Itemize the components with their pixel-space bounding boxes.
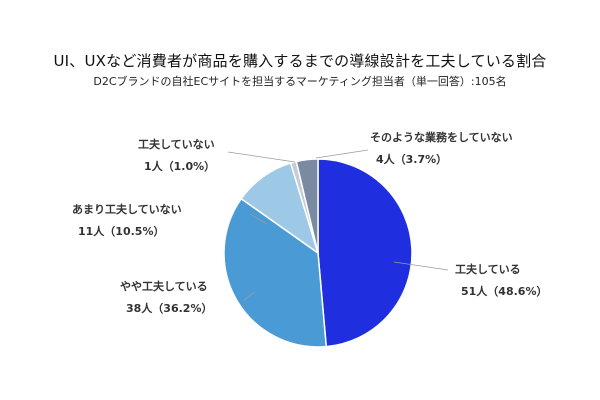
- slice-label: 工夫していない: [138, 137, 215, 151]
- slice-value-label: 51人（48.6%）: [461, 284, 547, 298]
- pie-slice: [295, 158, 319, 254]
- slice-label: あまり工夫していない: [72, 202, 182, 216]
- leader-line: [249, 213, 268, 225]
- chart-title: UI、UXなど消費者が商品を購入するまでの導線設計を工夫している割合: [53, 52, 547, 70]
- slice-label: やや工夫している: [120, 279, 208, 293]
- slice-value-label: 11人（10.5%）: [78, 224, 164, 238]
- pie-slice: [223, 197, 328, 348]
- slice-value-label: 38人（36.2%）: [126, 301, 212, 315]
- leader-line: [315, 149, 369, 159]
- slice-value-label: 1人（1.0%）: [144, 159, 215, 173]
- slice-label: そのような業務をしていない: [370, 130, 513, 144]
- slice-label: 工夫している: [455, 262, 521, 276]
- leader-line: [227, 151, 296, 163]
- pie-slice: [317, 158, 413, 348]
- slice-value-label: 4人（3.7%）: [376, 152, 447, 166]
- chart-subtitle: D2Cブランドの自社ECサイトを担当するマーケティング担当者（単一回答）:105…: [93, 75, 507, 88]
- leader-line: [243, 291, 256, 301]
- leader-line: [393, 261, 449, 271]
